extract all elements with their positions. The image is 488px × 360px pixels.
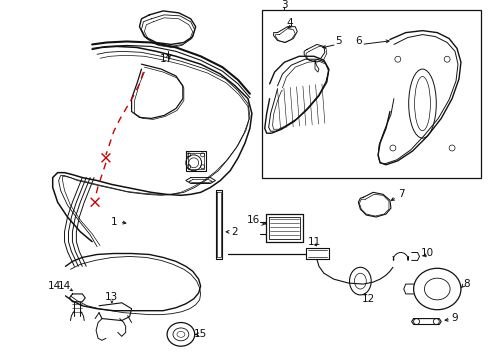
Text: 6: 6: [354, 36, 361, 46]
Text: 3: 3: [281, 0, 287, 10]
Text: 14: 14: [58, 281, 71, 291]
Text: 15: 15: [194, 329, 207, 339]
Text: 17: 17: [159, 54, 172, 64]
Text: 8: 8: [463, 279, 469, 289]
Text: 7: 7: [398, 189, 404, 199]
Text: 14: 14: [48, 281, 61, 291]
Text: 2: 2: [230, 227, 237, 237]
Text: 16: 16: [247, 215, 260, 225]
Bar: [261, 10, 480, 177]
Text: 1: 1: [110, 217, 117, 227]
Text: 5: 5: [335, 36, 341, 46]
Text: 4: 4: [285, 18, 292, 28]
Text: 10: 10: [420, 248, 433, 258]
Text: 9: 9: [451, 312, 457, 323]
Text: 11: 11: [307, 237, 320, 247]
Text: 13: 13: [105, 292, 118, 302]
Text: 12: 12: [361, 294, 374, 304]
